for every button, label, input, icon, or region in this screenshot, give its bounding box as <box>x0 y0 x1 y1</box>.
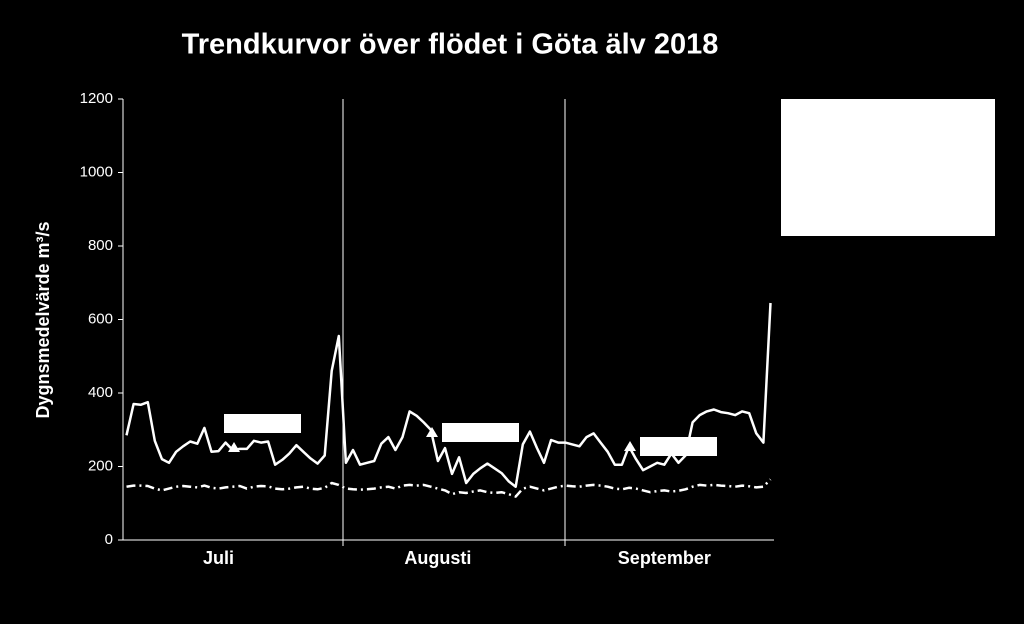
series-line <box>126 478 772 498</box>
y-tick-label: 0 <box>105 531 113 548</box>
y-tick-label: 800 <box>88 237 113 254</box>
y-tick-label: 1200 <box>80 90 113 107</box>
y-tick-label: 1000 <box>80 163 113 180</box>
x-tick-label: Juli <box>203 548 234 568</box>
annotation-box <box>640 437 717 456</box>
annotation-box <box>442 423 519 442</box>
y-tick-label: 400 <box>88 384 113 401</box>
annotation-box <box>224 414 301 433</box>
chart-title: Trendkurvor över flödet i Göta älv 2018 <box>182 29 719 61</box>
y-tick-label: 200 <box>88 457 113 474</box>
x-tick-label: Augusti <box>404 548 471 568</box>
x-tick-label: September <box>618 548 711 568</box>
y-axis-label: Dygnsmedelvärde m³/s <box>33 221 53 418</box>
legend-box <box>781 99 995 236</box>
series-line <box>125 302 772 488</box>
y-tick-label: 600 <box>88 310 113 327</box>
